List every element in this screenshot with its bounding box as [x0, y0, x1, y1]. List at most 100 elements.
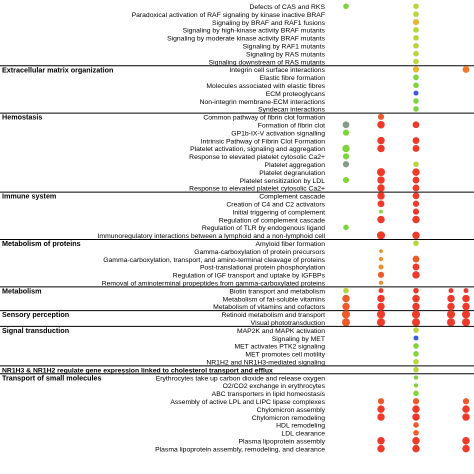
data-point: [379, 209, 383, 214]
row-label: Molecules associated with elastic fibres: [206, 83, 325, 90]
data-point: [462, 302, 470, 311]
data-point: [342, 161, 350, 168]
data-point: [412, 263, 420, 271]
group-label: NR1H3 & NR1H2 regulate gene expression l…: [2, 368, 273, 375]
group-label: Sensory perception: [2, 310, 69, 319]
data-point: [413, 106, 419, 112]
data-point: [377, 184, 385, 192]
group-label: Metabolism: [2, 287, 42, 296]
row-label: ECM proteoglycans: [266, 91, 326, 98]
data-point: [413, 327, 419, 333]
row-label: Formation of fibrin clot: [258, 123, 325, 130]
row-label: Regulation of complement cascade: [219, 217, 325, 224]
data-point: [413, 240, 419, 247]
row-label: Platelet activation, signaling and aggre…: [190, 146, 325, 153]
data-point: [412, 18, 420, 26]
row-label: Creation of C4 and C2 activators: [226, 202, 325, 209]
row-label: Biotin transport and metabolism: [229, 288, 325, 295]
data-point: [412, 200, 420, 207]
data-point: [446, 318, 456, 327]
data-point: [412, 437, 420, 445]
row-label: Chylomicron assembly: [257, 407, 326, 414]
data-point: [412, 184, 420, 192]
row-label: Common pathway of fibrin clot formation: [203, 115, 325, 122]
data-point: [376, 231, 386, 240]
data-point: [412, 413, 420, 421]
row-label: Plasma lipoprotein assembly, remodeling,…: [155, 446, 325, 453]
row-label: Platelet sensitization by LDL: [240, 178, 326, 185]
data-point: [377, 176, 385, 184]
row-label: Initial triggering of complement: [232, 209, 325, 216]
data-point: [413, 11, 419, 17]
row-label: MET promotes cell motility: [245, 352, 325, 359]
data-point: [462, 413, 470, 421]
data-point: [413, 58, 419, 65]
row-label: ABC transporters in lipid homeostasis: [212, 391, 326, 398]
data-point: [342, 153, 350, 160]
data-point: [413, 358, 419, 365]
data-point: [413, 74, 419, 81]
data-point: [413, 42, 419, 49]
data-point: [378, 264, 384, 270]
row-label: Metabolism of fat-soluble vitamins: [223, 296, 326, 303]
row-label: Gamma-carboxylation of protein precursor…: [194, 249, 325, 256]
data-point: [376, 310, 386, 319]
data-point: [413, 366, 419, 373]
data-point: [462, 437, 470, 445]
row-label: Erythrocytes take up carbon dioxide and …: [156, 375, 325, 382]
data-point: [377, 437, 385, 445]
row-label: Chylomicron remodeling: [252, 415, 326, 422]
row-label: Non-integrin membrane-ECM interactions: [200, 99, 326, 106]
data-point: [342, 144, 350, 153]
data-point: [377, 113, 385, 120]
data-point: [462, 294, 470, 303]
data-point: [461, 310, 471, 319]
data-point: [412, 192, 420, 200]
data-point: [413, 335, 419, 341]
row-label: Removal of aminoterminal propeptides fro…: [102, 281, 326, 288]
row-label: LDL clearance: [281, 431, 325, 438]
row-label: Complement cascade: [259, 194, 325, 201]
group-label: Hemostasis: [2, 113, 42, 122]
data-point: [413, 50, 419, 57]
data-point: [413, 35, 419, 41]
data-point: [413, 161, 419, 168]
row-label: Amyloid fiber formation: [255, 241, 325, 248]
data-point: [343, 287, 349, 294]
data-point: [377, 144, 385, 153]
data-point: [413, 287, 419, 294]
group-label: Extracellular matrix organization: [2, 65, 113, 74]
data-point: [343, 224, 349, 231]
row-label: Platelet aggregation: [265, 162, 326, 169]
data-point: [413, 82, 419, 89]
data-point: [412, 294, 420, 303]
data-point: [413, 422, 419, 428]
row-label: Intrinsic Pathway of Fibrin Clot Formati…: [201, 138, 325, 145]
data-point: [342, 129, 350, 136]
data-point: [377, 294, 385, 303]
data-point: [413, 90, 419, 96]
data-point: [377, 405, 385, 413]
data-point: [342, 294, 350, 303]
data-point: [462, 405, 470, 413]
data-point: [377, 215, 385, 224]
data-point: [412, 405, 420, 413]
data-point: [461, 318, 471, 327]
data-point: [341, 318, 351, 327]
row-label: Signaling by MET: [272, 336, 325, 343]
data-point: [378, 288, 384, 294]
data-point: [412, 168, 420, 176]
row-label: MAP2K and MAPK activation: [237, 328, 325, 335]
data-point: [412, 302, 420, 311]
data-point: [377, 200, 385, 208]
data-point: [448, 288, 454, 294]
row-label: HDL remodeling: [276, 423, 325, 430]
data-point: [378, 256, 384, 262]
row-label: Signaling by high-kinase activity BRAF m…: [183, 28, 326, 35]
data-point: [376, 168, 386, 177]
data-point: [462, 398, 470, 405]
data-point: [462, 444, 470, 453]
data-point: [411, 318, 421, 327]
data-point: [411, 310, 421, 319]
